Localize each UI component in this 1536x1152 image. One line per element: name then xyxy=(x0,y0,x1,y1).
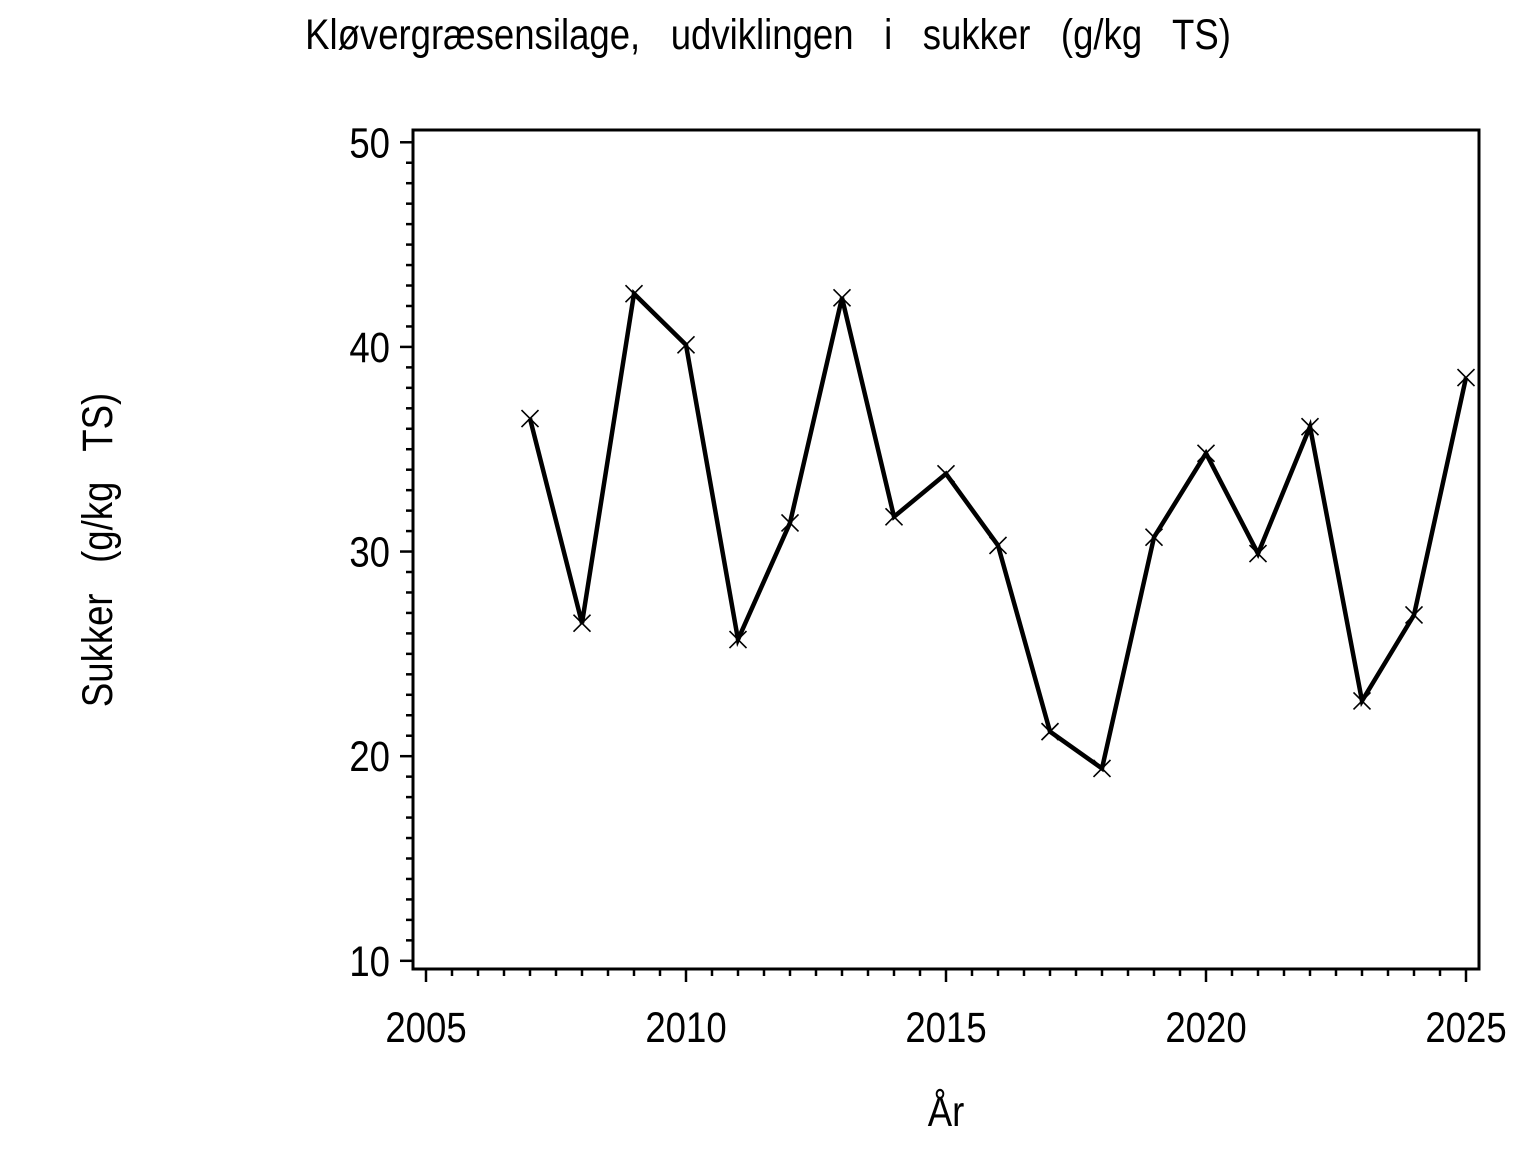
x-tick-label: 2020 xyxy=(1165,1004,1246,1051)
data-point-marker xyxy=(988,536,1008,555)
x-axis-label: År xyxy=(928,1087,965,1135)
data-point-marker xyxy=(676,335,696,354)
data-line xyxy=(527,289,1469,773)
data-point-marker xyxy=(1300,417,1320,436)
data-point-marker xyxy=(1040,722,1060,741)
y-tick-label: 20 xyxy=(349,733,390,780)
y-tick-label: 10 xyxy=(349,938,390,985)
data-point-marker xyxy=(520,409,540,428)
plot-frame xyxy=(411,128,1481,971)
data-point-marker xyxy=(1248,544,1268,563)
y-tick-label: 50 xyxy=(349,120,390,167)
x-tick-label: 2015 xyxy=(905,1004,986,1051)
data-point-marker xyxy=(1196,444,1216,463)
x-tick-label: 2025 xyxy=(1425,1004,1506,1051)
chart-title: Kløvergræsensilage, udviklingen i sukker… xyxy=(305,11,1231,58)
data-point-marker xyxy=(572,614,592,633)
data-point-marker xyxy=(1404,605,1424,625)
data-point-marker xyxy=(1456,368,1476,387)
y-tick-label: 30 xyxy=(349,529,390,576)
data-point-marker xyxy=(832,288,852,307)
y-axis-label: Sukker (g/kg TS) xyxy=(74,393,121,707)
y-tick-label: 40 xyxy=(349,324,390,371)
data-point-marker xyxy=(728,630,748,649)
data-point-marker xyxy=(1352,691,1372,710)
data-point-marker xyxy=(1092,759,1112,778)
plot-area: 2005 2010 2015 2020 2025 10 20 30 40 50 xyxy=(349,120,1506,1052)
x-tick-label: 2005 xyxy=(385,1004,466,1051)
data-point-marker xyxy=(936,464,956,483)
data-point-marker xyxy=(780,513,800,532)
x-tick-label: 2010 xyxy=(645,1004,726,1051)
data-point-marker xyxy=(624,284,644,303)
data-point-marker xyxy=(884,507,904,526)
data-point-marker xyxy=(1144,528,1164,547)
